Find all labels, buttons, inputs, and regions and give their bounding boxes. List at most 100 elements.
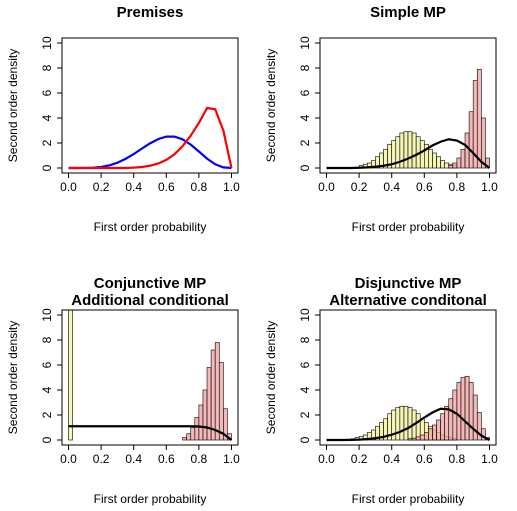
histogram-bar [407, 407, 413, 441]
x-tick-label: 0.0 [318, 452, 335, 466]
density-curve [326, 407, 491, 442]
plot-area [326, 68, 491, 170]
x-axis-label: First order probability [352, 220, 465, 234]
histogram-bar [440, 413, 445, 441]
histogram-bar [485, 157, 490, 169]
y-tick-label: 10 [40, 36, 54, 50]
y-tick-label: 0 [298, 164, 312, 171]
histogram-bar [432, 424, 437, 441]
histogram-bar [186, 433, 192, 441]
chart-title: Conjunctive MP [94, 275, 207, 292]
histogram-bar [415, 413, 421, 441]
chart-title: Disjunctive MP [355, 275, 462, 292]
x-tick-label: 0.8 [191, 452, 208, 466]
y-tick-label: 6 [298, 89, 312, 96]
histogram-bar [436, 156, 441, 169]
y-tick-label: 0 [40, 436, 54, 443]
x-tick-label: 1.0 [223, 452, 240, 466]
x-axis-label: First order probability [94, 492, 207, 506]
histogram-bar [419, 140, 425, 169]
histogram-bar [182, 437, 187, 441]
density-curve [68, 106, 233, 170]
y-tick-label: 6 [40, 361, 54, 368]
histogram-bar [194, 417, 200, 441]
x-tick-label: 1.0 [481, 452, 498, 466]
x-tick-label: 0.6 [416, 452, 433, 466]
panel: Premises 0.0 0.2 0.4 0.6 0.8 1.0 0 2 4 6 8 10 First o… [6, 4, 240, 234]
histogram-bar [190, 427, 196, 441]
histogram-bar [448, 398, 454, 441]
histogram-bar [214, 342, 220, 441]
x-tick-label: 0.8 [449, 452, 466, 466]
histogram-bar [198, 404, 204, 441]
x-tick-label: 0.2 [93, 180, 110, 194]
histogram-bar [440, 160, 445, 169]
x-tick-label: 0.2 [351, 452, 368, 466]
histogram-bar [411, 132, 417, 169]
histogram-bar [423, 432, 429, 441]
plot-area [326, 375, 491, 442]
panel: Simple MP 0.0 0.2 0.4 0.6 0.8 1.0 0 2 4 6 8 10 First … [264, 4, 498, 234]
y-tick-label: 10 [40, 308, 54, 322]
histogram-bar [452, 162, 458, 169]
plot-area [68, 310, 233, 441]
x-axis-label: First order probability [94, 220, 207, 234]
histogram-bar [223, 408, 228, 441]
plot-frame [61, 37, 239, 174]
y-axis-label: Second order density [6, 321, 20, 434]
y-tick-label: 4 [40, 114, 54, 121]
x-tick-label: 0.8 [191, 180, 208, 194]
histogram-bar [399, 405, 405, 441]
y-tick-label: 2 [40, 139, 54, 146]
y-axis-label: Second order density [264, 49, 278, 162]
y-tick-label: 0 [40, 164, 54, 171]
histogram-bar [68, 310, 73, 441]
density-curve [68, 425, 233, 441]
x-tick-label: 0.6 [416, 180, 433, 194]
y-tick-label: 6 [298, 361, 312, 368]
x-tick-label: 0.6 [158, 180, 175, 194]
histogram-bar [403, 131, 409, 169]
histogram-bar [407, 131, 413, 169]
histogram-bar [481, 117, 486, 169]
chart-subtitle: Alternative conditonal [329, 292, 487, 309]
x-tick-label: 0.4 [383, 180, 400, 194]
x-tick-label: 0.4 [125, 452, 142, 466]
density-curve [326, 138, 491, 170]
x-axis-label: First order probability [352, 492, 465, 506]
histogram-bar [456, 382, 462, 441]
y-tick-label: 10 [298, 308, 312, 322]
histogram-bar [218, 362, 224, 441]
x-tick-label: 0.4 [125, 180, 142, 194]
y-axis-label: Second order density [264, 321, 278, 434]
histogram-bar [210, 349, 216, 441]
x-tick-label: 1.0 [223, 180, 240, 194]
histogram-bar [448, 165, 454, 169]
histogram-bar [460, 377, 466, 441]
histogram-bar [202, 389, 208, 441]
x-tick-label: 1.0 [481, 180, 498, 194]
x-tick-label: 0.0 [318, 180, 335, 194]
histogram-bar [407, 438, 413, 441]
histogram-bar [464, 375, 470, 441]
y-axis-label: Second order density [6, 49, 20, 162]
histogram-bar [456, 157, 462, 169]
y-tick-label: 8 [298, 64, 312, 71]
histogram-bar [468, 382, 474, 441]
histogram-bar [428, 428, 433, 441]
y-tick-label: 4 [40, 386, 54, 393]
histogram-bar [411, 437, 417, 441]
density-curve [68, 135, 232, 170]
x-tick-label: 0.0 [60, 180, 77, 194]
histogram-bar [419, 434, 425, 441]
y-tick-label: 6 [40, 89, 54, 96]
histogram-bar [444, 162, 450, 169]
plot-area [68, 106, 233, 170]
y-tick-label: 10 [298, 36, 312, 50]
chart-title: Simple MP [370, 4, 446, 21]
y-tick-label: 2 [298, 139, 312, 146]
